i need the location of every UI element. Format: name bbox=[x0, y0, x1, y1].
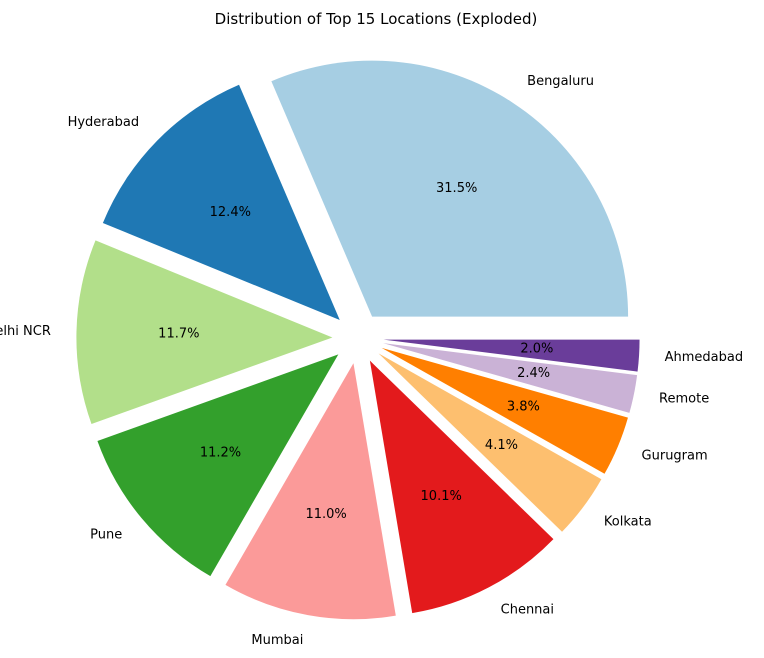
chart-title: Distribution of Top 15 Locations (Explod… bbox=[215, 10, 538, 28]
label-remote: Remote bbox=[659, 392, 709, 407]
label-chennai: Chennai bbox=[501, 603, 554, 618]
pct-label-hyderabad: 12.4% bbox=[210, 205, 251, 220]
slice-hyderabad bbox=[102, 84, 340, 321]
slice-pune bbox=[97, 354, 339, 577]
pct-label-delhi-ncr: 11.7% bbox=[158, 327, 199, 342]
pct-label-kolkata: 4.1% bbox=[485, 438, 518, 453]
pct-label-remote: 2.4% bbox=[517, 366, 550, 381]
slice-kolkata bbox=[378, 353, 602, 532]
label-bengaluru: Bengaluru bbox=[527, 74, 594, 89]
label-delhi-ncr: Delhi NCR bbox=[0, 324, 51, 339]
label-pune: Pune bbox=[90, 527, 122, 542]
pct-label-pune: 11.2% bbox=[200, 445, 241, 460]
label-hyderabad: Hyderabad bbox=[68, 115, 140, 130]
pct-label-chennai: 10.1% bbox=[421, 489, 462, 504]
slice-ahmedabad bbox=[383, 339, 640, 372]
pct-label-mumbai: 11.0% bbox=[305, 507, 346, 522]
percentage-labels: 31.5% 12.4% 11.7% 11.2% 11.0% 10.1% 4.1% 3.8% 2.… bbox=[158, 181, 553, 522]
slice-remote bbox=[383, 343, 638, 413]
slice-bengaluru bbox=[271, 60, 629, 317]
label-mumbai: Mumbai bbox=[251, 633, 303, 648]
category-labels: Bengaluru Hyderabad Delhi NCR Pune Mumbai Che… bbox=[0, 74, 743, 648]
label-kolkata: Kolkata bbox=[604, 515, 652, 530]
slice-chennai bbox=[369, 360, 554, 614]
slice-mumbai bbox=[225, 363, 396, 620]
pct-label-gurugram: 3.8% bbox=[507, 399, 540, 414]
pie-slices bbox=[76, 60, 640, 620]
slice-delhi-ncr bbox=[76, 240, 333, 424]
pct-label-bengaluru: 31.5% bbox=[436, 181, 477, 196]
label-ahmedabad: Ahmedabad bbox=[665, 350, 743, 365]
label-gurugram: Gurugram bbox=[642, 449, 708, 464]
pct-label-ahmedabad: 2.0% bbox=[520, 342, 553, 357]
slice-gurugram bbox=[381, 347, 628, 474]
